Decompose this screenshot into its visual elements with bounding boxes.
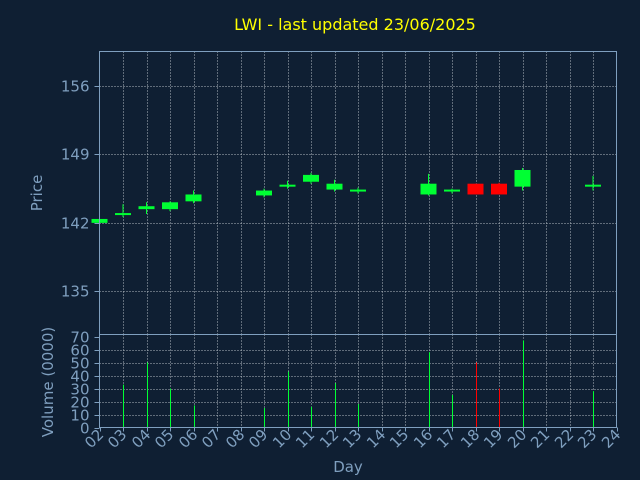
- price-axis-label: Price: [28, 175, 46, 212]
- day-tick-label: 15: [386, 426, 412, 452]
- day-tick-label: 09: [245, 426, 271, 452]
- candle-body: [444, 189, 460, 192]
- candle-body: [350, 189, 366, 192]
- candle-body: [514, 169, 531, 187]
- candle-body: [585, 184, 601, 187]
- candle-body: [467, 183, 484, 195]
- volume-bars: [123, 340, 594, 428]
- candle-body: [491, 183, 507, 195]
- candle-body: [162, 202, 178, 210]
- candle-body: [185, 194, 202, 202]
- day-tick-label: 24: [598, 426, 624, 452]
- candle-body: [303, 174, 319, 182]
- day-axis-label: Day: [333, 458, 363, 476]
- volume-tick-label: 10: [70, 407, 89, 425]
- price-y-ticks: 135 142 149 156: [61, 78, 100, 301]
- price-candles: [91, 168, 601, 225]
- candle-body: [115, 213, 131, 216]
- day-tick-label: 07: [198, 426, 224, 452]
- day-tick-label: 13: [339, 426, 365, 452]
- day-tick-label: 21: [527, 426, 553, 452]
- candle-body: [326, 183, 343, 190]
- price-tick-label: 135: [61, 283, 90, 301]
- price-tick-label: 156: [61, 78, 90, 96]
- candle-body: [256, 190, 272, 196]
- day-tick-label: 23: [574, 426, 600, 452]
- day-tick-label: 19: [480, 426, 506, 452]
- price-tick-label: 149: [61, 146, 90, 164]
- day-tick-label: 17: [433, 426, 459, 452]
- candle-body: [279, 184, 296, 187]
- volume-tick-label: 70: [70, 329, 89, 347]
- volume-tick-label: 50: [70, 355, 89, 373]
- chart-title: LWI - last updated 23/06/2025: [234, 15, 476, 34]
- day-tick-label: 05: [151, 426, 177, 452]
- volume-tick-label: 30: [70, 381, 89, 399]
- volume-tick-label: 20: [70, 394, 89, 412]
- volume-tick-label: 0: [80, 420, 90, 438]
- day-x-ticks: 0203040506070809101112131415161718192021…: [81, 426, 624, 452]
- volume-axis-label: Volume (0000): [39, 327, 57, 437]
- volume-tick-label: 40: [70, 368, 89, 386]
- candle-body: [420, 183, 437, 195]
- volume-tick-label: 60: [70, 342, 89, 360]
- day-tick-label: 03: [104, 426, 130, 452]
- price-tick-label: 142: [61, 215, 90, 233]
- candle-body: [138, 206, 155, 210]
- day-tick-label: 11: [292, 426, 318, 452]
